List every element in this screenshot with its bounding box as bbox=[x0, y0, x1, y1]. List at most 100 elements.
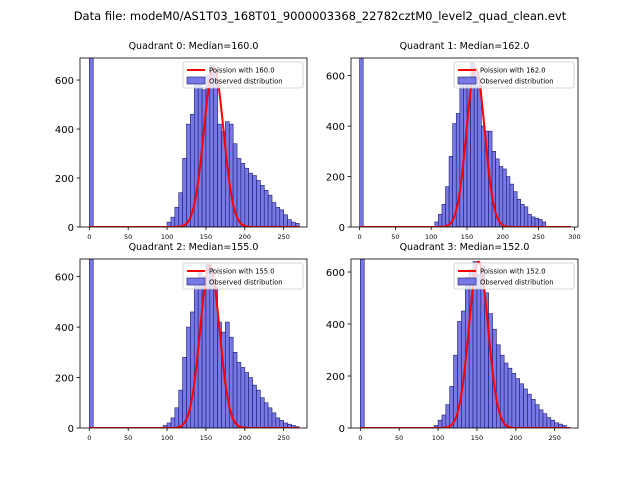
axes-frame bbox=[350, 258, 579, 429]
histogram-bar bbox=[283, 214, 288, 227]
histogram-bar bbox=[252, 175, 257, 227]
legend-label-poisson: Poission with 155.0 bbox=[209, 268, 275, 276]
histogram-bar bbox=[519, 383, 524, 428]
histogram-bar bbox=[523, 206, 529, 227]
histogram-bar bbox=[244, 167, 249, 227]
legend-box bbox=[453, 61, 575, 89]
histogram-bar bbox=[89, 58, 94, 227]
histogram-bar bbox=[531, 216, 536, 227]
x-tick-label: 250 bbox=[277, 233, 289, 241]
histogram-bar bbox=[534, 217, 539, 227]
histogram-bar bbox=[491, 151, 496, 227]
histogram-bar bbox=[445, 404, 451, 428]
legend-label-poisson: Poission with 162.0 bbox=[480, 67, 546, 75]
histogram-bar bbox=[217, 123, 222, 227]
x-tick-label: 0 bbox=[87, 434, 91, 442]
histogram-bar bbox=[541, 221, 547, 227]
histogram-bar bbox=[527, 214, 532, 227]
legend-box bbox=[453, 262, 575, 290]
histogram-bar bbox=[511, 373, 517, 428]
histogram-bar bbox=[295, 223, 300, 227]
y-tick-label: 600 bbox=[55, 76, 74, 87]
poisson-curve bbox=[89, 264, 300, 428]
histogram-bar bbox=[190, 311, 195, 428]
axes-frame bbox=[79, 57, 308, 228]
figure-title: Data file: modeM0/AS1T03_168T01_90000033… bbox=[74, 9, 567, 23]
histogram-bar bbox=[507, 367, 513, 428]
x-tick-label: 50 bbox=[395, 434, 403, 442]
histogram-bar bbox=[267, 194, 273, 227]
histogram-bar bbox=[263, 189, 269, 227]
histogram-bar bbox=[498, 166, 504, 227]
histogram-bar bbox=[445, 186, 450, 227]
x-tick-label: 150 bbox=[471, 434, 483, 442]
x-tick-label: 100 bbox=[425, 233, 437, 241]
axes-frame bbox=[350, 57, 579, 228]
legend-bar-swatch bbox=[457, 277, 477, 286]
histogram-bar bbox=[287, 219, 292, 227]
histogram-bar bbox=[538, 219, 543, 227]
histogram-bar bbox=[213, 69, 218, 227]
x-tick-label: 0 bbox=[358, 233, 362, 241]
histogram-bar bbox=[178, 192, 183, 227]
histogram-bar bbox=[534, 404, 540, 428]
histogram-bar bbox=[174, 407, 180, 428]
x-tick-label: 100 bbox=[432, 434, 444, 442]
histogram-bar bbox=[267, 407, 273, 428]
x-tick-label: 300 bbox=[568, 233, 580, 241]
y-tick-label: 400 bbox=[326, 320, 345, 331]
x-tick-label: 100 bbox=[161, 434, 173, 442]
histogram-bar bbox=[509, 183, 514, 227]
histogram-bar bbox=[271, 412, 277, 428]
histogram-bar bbox=[275, 207, 281, 227]
subplot-title: Quadrant 3: Median=152.0 bbox=[400, 242, 530, 253]
histogram-bar bbox=[520, 204, 525, 227]
y-tick-label: 600 bbox=[326, 72, 345, 83]
histogram-bar bbox=[232, 352, 238, 428]
histogram-bar bbox=[523, 388, 528, 428]
histogram-bar bbox=[538, 409, 544, 428]
legend-label-poisson: Poission with 152.0 bbox=[480, 268, 546, 276]
histogram-bar bbox=[182, 158, 187, 227]
histogram-bar bbox=[271, 202, 277, 227]
legend-bar-swatch bbox=[186, 76, 206, 85]
histogram-bar bbox=[360, 259, 365, 428]
histogram-bar bbox=[209, 65, 215, 227]
histogram-bar bbox=[546, 417, 552, 428]
legend-box bbox=[182, 61, 304, 89]
y-tick-label: 0 bbox=[339, 424, 345, 435]
histogram-bar bbox=[502, 168, 507, 227]
histogram-bar bbox=[477, 85, 482, 227]
subplot-title: Quadrant 1: Median=162.0 bbox=[400, 41, 530, 52]
histogram-bar bbox=[256, 389, 261, 428]
histogram-bar bbox=[279, 209, 284, 227]
histogram-bar bbox=[481, 125, 486, 227]
y-tick-label: 0 bbox=[68, 424, 74, 435]
x-tick-label: 250 bbox=[277, 434, 289, 442]
legend: Poission with 155.0 Observed distribution bbox=[182, 262, 304, 290]
histogram-bar bbox=[240, 367, 246, 428]
legend-label-observed: Observed distribution bbox=[209, 279, 283, 287]
histogram-bar bbox=[260, 185, 265, 227]
axes-frame bbox=[79, 258, 308, 429]
plot-area bbox=[89, 58, 300, 227]
legend-box bbox=[182, 262, 304, 290]
x-tick-label: 250 bbox=[548, 434, 560, 442]
histogram-bar bbox=[542, 413, 548, 428]
histogram-bar bbox=[209, 268, 215, 428]
legend: Poission with 160.0 Observed distribution bbox=[182, 61, 304, 89]
histogram-bar bbox=[263, 402, 269, 428]
x-tick-label: 150 bbox=[461, 233, 473, 241]
legend-label-observed: Observed distribution bbox=[480, 279, 554, 287]
subplot-quadrant-3: Quadrant 3: Median=152.0 0 50 100 150 200 250 0… bbox=[326, 242, 579, 442]
x-tick-label: 200 bbox=[510, 434, 522, 442]
histogram-bar bbox=[275, 417, 281, 428]
histogram-bar bbox=[550, 419, 555, 428]
histogram-bar bbox=[252, 384, 257, 428]
legend: Poission with 162.0 Observed distribution bbox=[453, 61, 575, 89]
histogram-bar bbox=[260, 397, 265, 428]
histogram-bar bbox=[437, 419, 443, 428]
y-tick-label: 200 bbox=[326, 173, 345, 184]
poisson-curve bbox=[89, 66, 300, 227]
histogram-bar bbox=[279, 420, 284, 428]
